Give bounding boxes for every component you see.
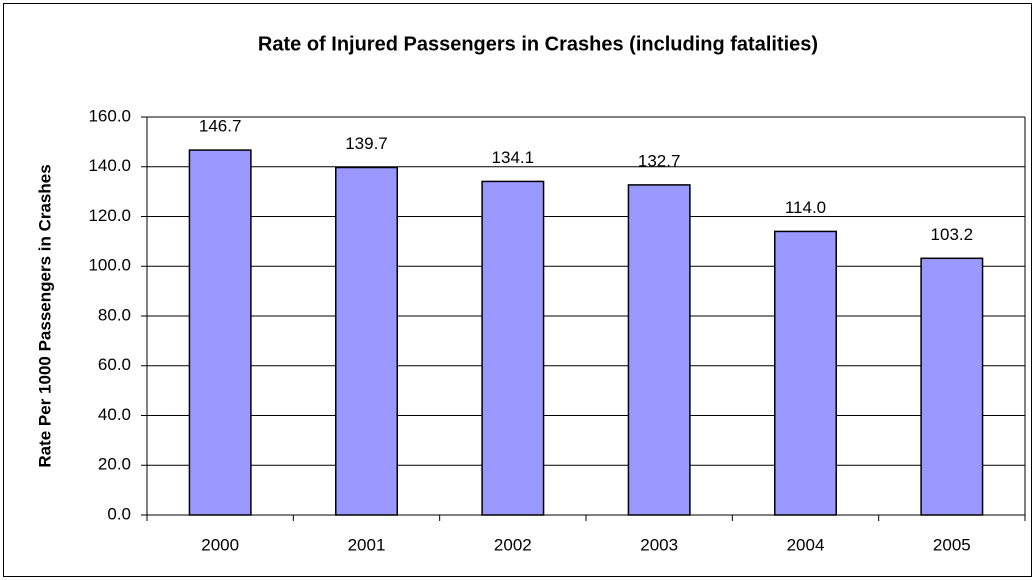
y-tick-label: 100.0	[88, 256, 131, 275]
value-label: 139.7	[345, 134, 388, 153]
x-tick-label: 2002	[494, 535, 532, 554]
y-tick-label: 140.0	[88, 156, 131, 175]
x-tick-label: 2000	[201, 535, 239, 554]
x-tick-label: 2003	[640, 535, 678, 554]
x-tick-label: 2001	[348, 535, 386, 554]
bar	[188, 149, 252, 516]
bar	[627, 184, 691, 516]
y-tick-label: 60.0	[98, 355, 131, 374]
chart-title: Rate of Injured Passengers in Crashes (i…	[258, 33, 818, 55]
y-tick-label: 80.0	[98, 305, 131, 324]
y-axis-label: Rate Per 1000 Passengers in Crashes	[35, 164, 54, 467]
bar	[335, 166, 398, 516]
y-tick-label: 160.0	[88, 106, 131, 125]
value-label: 103.2	[931, 225, 974, 244]
bar	[920, 257, 984, 516]
value-label: 114.0	[785, 198, 826, 217]
y-tick-label: 120.0	[88, 206, 131, 225]
y-tick-label: 0.0	[107, 504, 131, 523]
x-tick-label: 2004	[787, 535, 825, 554]
x-tick-label: 2005	[933, 535, 971, 554]
bar	[481, 180, 545, 516]
value-label: 132.7	[638, 151, 681, 170]
y-tick-label: 20.0	[98, 455, 131, 474]
value-label: 134.1	[492, 148, 535, 167]
bar	[774, 230, 837, 516]
y-tick-label: 40.0	[98, 405, 131, 424]
value-label: 146.7	[199, 117, 242, 136]
